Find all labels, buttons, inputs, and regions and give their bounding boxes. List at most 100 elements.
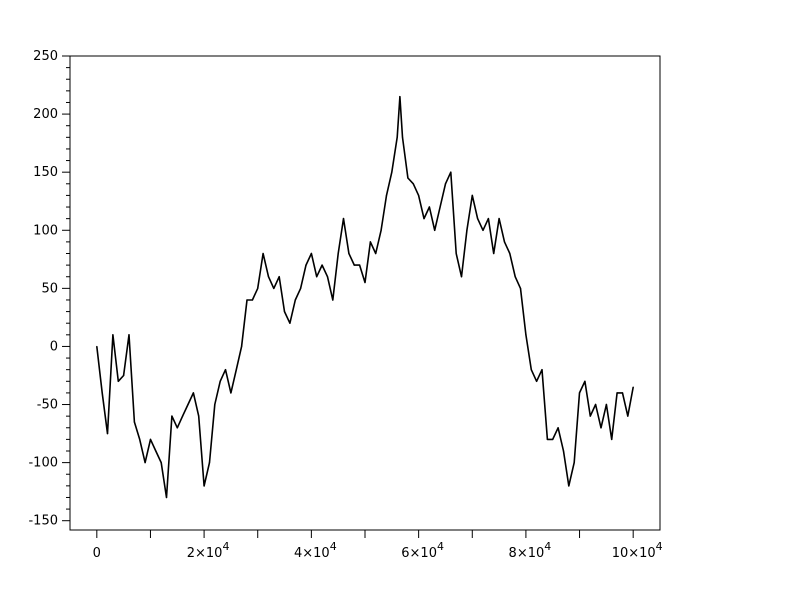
data-point xyxy=(246,299,248,301)
data-point xyxy=(578,392,581,394)
data-point xyxy=(434,229,436,231)
data-point xyxy=(600,427,602,429)
data-point xyxy=(112,334,114,336)
data-point xyxy=(611,438,613,440)
data-point xyxy=(385,194,388,197)
data-point xyxy=(144,462,146,464)
data-point xyxy=(224,369,227,371)
data-point xyxy=(348,252,350,255)
data-point xyxy=(305,264,307,266)
data-point xyxy=(412,183,414,185)
data-point xyxy=(380,229,382,231)
data-point xyxy=(546,438,548,440)
y-tick-label: 0 xyxy=(50,339,58,354)
y-tick-label: -100 xyxy=(28,456,58,471)
data-point xyxy=(117,380,119,382)
data-point xyxy=(632,386,634,388)
data-point xyxy=(198,415,200,417)
data-point xyxy=(423,218,425,220)
data-point xyxy=(214,403,216,406)
data-point xyxy=(364,281,366,284)
x-tick-label: 0 xyxy=(93,546,101,561)
data-point xyxy=(369,241,371,243)
y-tick-label: -150 xyxy=(28,514,58,529)
data-point xyxy=(294,299,296,301)
data-point xyxy=(182,415,184,417)
data-point xyxy=(160,462,162,464)
data-point xyxy=(332,299,334,301)
data-point xyxy=(300,287,302,289)
data-point xyxy=(573,462,575,464)
data-point xyxy=(106,432,109,435)
data-point xyxy=(235,369,237,371)
data-point xyxy=(257,287,259,289)
data-point xyxy=(353,264,355,266)
data-point xyxy=(493,252,495,255)
data-point xyxy=(192,392,194,394)
data-point xyxy=(262,252,264,255)
data-point xyxy=(616,392,618,394)
plot-frame xyxy=(69,55,661,531)
data-point xyxy=(337,252,339,255)
data-point xyxy=(439,206,441,208)
data-point xyxy=(444,183,447,185)
y-tick-label: 50 xyxy=(41,281,58,296)
x-tick-label: 4×104 xyxy=(294,540,337,561)
data-point xyxy=(562,450,565,452)
data-point xyxy=(519,287,522,289)
data-point xyxy=(208,462,211,464)
data-point xyxy=(187,403,189,406)
data-point xyxy=(123,374,125,377)
data-point xyxy=(584,380,586,382)
data-point xyxy=(149,438,152,440)
data-point xyxy=(101,392,103,394)
data-point xyxy=(541,369,543,371)
data-point xyxy=(391,171,393,173)
data-point xyxy=(241,345,243,348)
data-point xyxy=(536,380,538,382)
data-point xyxy=(283,310,286,313)
data-point xyxy=(401,136,404,138)
data-point xyxy=(133,421,135,423)
y-axis: -150 -100 -50 0 50 100 150 200 250 xyxy=(28,49,70,529)
data-point xyxy=(487,218,489,220)
x-tick-label: 10×104 xyxy=(612,540,663,561)
data-point xyxy=(530,369,532,371)
data-point xyxy=(568,485,570,487)
x-tick-label: 6×104 xyxy=(401,540,444,561)
x-tick-label: 2×104 xyxy=(187,540,230,561)
data-point xyxy=(514,276,516,278)
data-point xyxy=(267,276,270,278)
data-point xyxy=(278,276,280,278)
data-point xyxy=(509,252,511,255)
data-point xyxy=(165,496,168,499)
data-point xyxy=(428,206,430,208)
data-point xyxy=(321,264,323,266)
data-point xyxy=(399,96,401,98)
y-tick-label: 250 xyxy=(33,49,58,64)
data-point xyxy=(219,380,221,382)
data-point xyxy=(552,438,554,440)
data-point xyxy=(396,136,398,138)
data-point xyxy=(407,177,409,179)
data-point xyxy=(627,415,629,417)
data-point xyxy=(273,287,275,289)
y-tick-label: 200 xyxy=(33,107,58,122)
data-point xyxy=(375,252,377,255)
data-point xyxy=(359,264,361,266)
data-point xyxy=(621,392,624,394)
data-point xyxy=(477,218,479,220)
y-tick-label: 100 xyxy=(33,223,58,238)
data-point xyxy=(128,334,130,336)
data-point xyxy=(498,218,500,220)
data-point xyxy=(230,392,232,394)
y-tick-label: -50 xyxy=(37,398,58,413)
data-point xyxy=(342,218,345,220)
data-point xyxy=(471,194,473,197)
data-point xyxy=(482,229,484,231)
data-point xyxy=(289,322,291,324)
data-point xyxy=(595,403,597,406)
data-point xyxy=(460,276,463,278)
data-point xyxy=(450,171,452,173)
